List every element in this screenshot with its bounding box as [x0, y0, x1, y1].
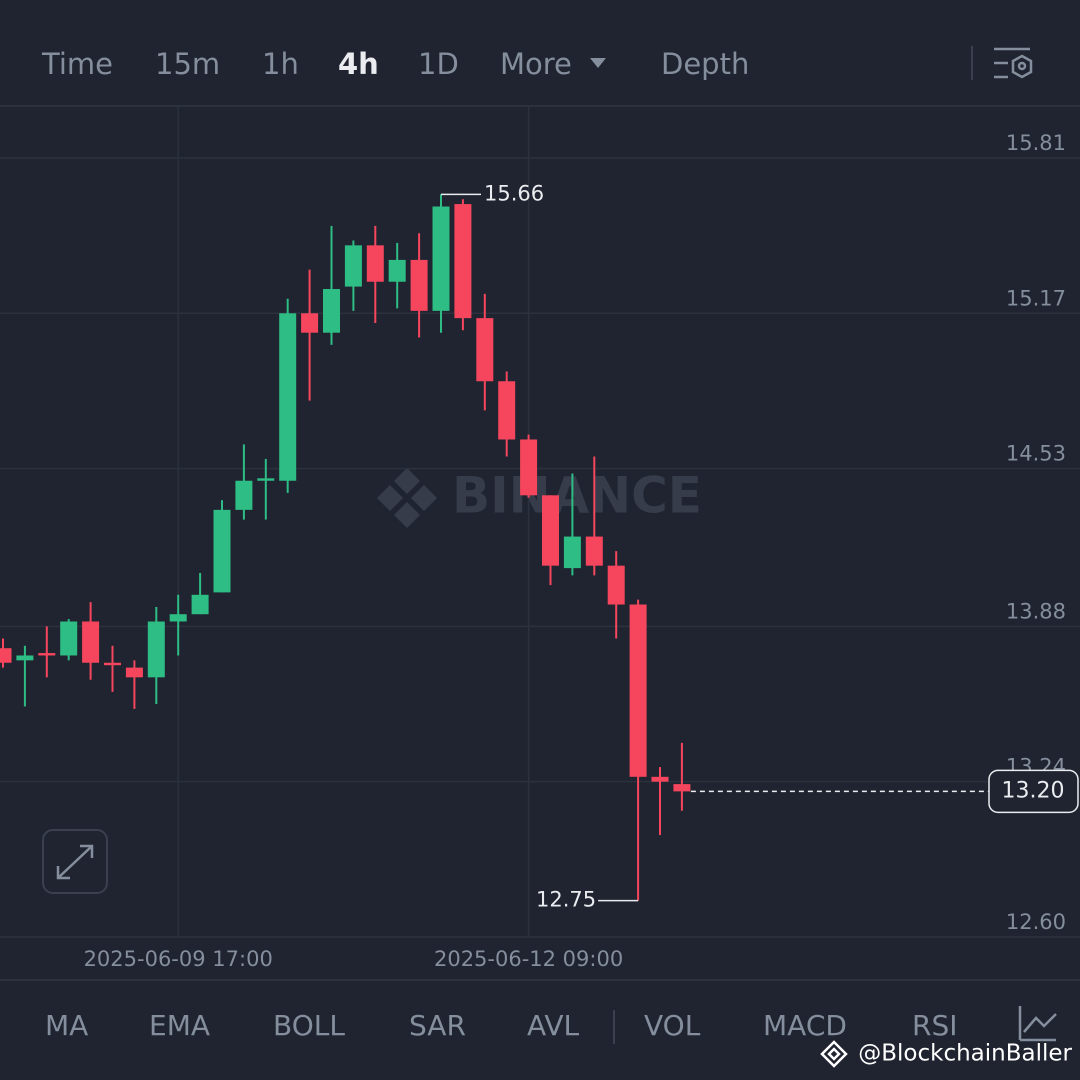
y-tick-label: 14.53 [1006, 442, 1066, 466]
candle-body [169, 614, 187, 622]
candle-body [344, 245, 362, 287]
indicator[interactable]: SAR [409, 1009, 466, 1042]
indicator[interactable]: MACD [763, 1009, 847, 1042]
candle-body [60, 621, 78, 656]
candle-body [607, 565, 625, 605]
candle-body [191, 594, 209, 615]
last-price-box [988, 769, 1079, 814]
candle-body [432, 206, 450, 311]
dropdown-caret[interactable] [590, 58, 606, 68]
watermark: BINANCE [452, 467, 702, 525]
chart-type-icon[interactable] [1018, 1006, 1057, 1042]
candle-body [147, 621, 165, 678]
settings-icon[interactable] [994, 47, 1033, 79]
tab[interactable]: 4h [338, 47, 379, 81]
tab[interactable]: 15m [155, 47, 220, 81]
indicator[interactable]: AVL [527, 1009, 580, 1042]
candle-body [0, 648, 12, 663]
candle-body [651, 776, 669, 782]
candle-body [673, 784, 691, 792]
min-label: 12.75 [536, 888, 596, 912]
credit: @BlockchainBaller [858, 1041, 1072, 1067]
tab[interactable]: Depth [661, 47, 749, 81]
candle-body [388, 259, 406, 282]
candle-body [125, 667, 143, 678]
candle-body [410, 259, 428, 311]
candle-body [585, 536, 603, 566]
y-tick-label: 12.60 [1006, 910, 1066, 934]
credit-logo [820, 1040, 848, 1068]
indicator[interactable]: BOLL [273, 1009, 345, 1042]
candle-body [542, 495, 559, 566]
candle-body [476, 318, 494, 382]
tab[interactable]: Time [41, 47, 113, 81]
candle-body [366, 245, 384, 282]
candle-body [235, 480, 253, 510]
candle-body [82, 621, 100, 663]
candle-body [323, 289, 340, 333]
candle-body [38, 653, 56, 656]
candle-body [16, 655, 34, 661]
expand-button[interactable] [42, 829, 108, 894]
indicator[interactable]: MA [45, 1009, 88, 1042]
candle-body [257, 478, 275, 481]
candle-body [563, 536, 581, 569]
tab[interactable]: 1h [262, 47, 299, 81]
candle-body [279, 313, 297, 481]
candle-body [454, 204, 472, 319]
tab[interactable]: More [500, 47, 572, 81]
y-tick-label: 13.88 [1006, 599, 1066, 623]
candle-body [498, 381, 516, 440]
candle-body [213, 509, 231, 593]
candle-body [104, 662, 121, 666]
y-tick-label: 15.17 [1006, 286, 1066, 310]
candle-body [629, 604, 647, 777]
max-label: 15.66 [484, 181, 544, 205]
x-tick-label: 2025-06-12 09:00 [434, 947, 623, 971]
tab[interactable]: 1D [418, 47, 459, 81]
y-tick-label: 15.81 [1006, 131, 1066, 155]
indicator[interactable]: EMA [149, 1009, 210, 1042]
watermark-logo [377, 468, 437, 528]
last-price-label: 13.20 [1002, 778, 1065, 803]
indicator[interactable]: VOL [644, 1009, 701, 1042]
indicator[interactable]: RSI [912, 1009, 958, 1042]
candle-body [520, 439, 538, 496]
candle-body [301, 313, 319, 333]
x-tick-label: 2025-06-09 17:00 [84, 947, 273, 971]
